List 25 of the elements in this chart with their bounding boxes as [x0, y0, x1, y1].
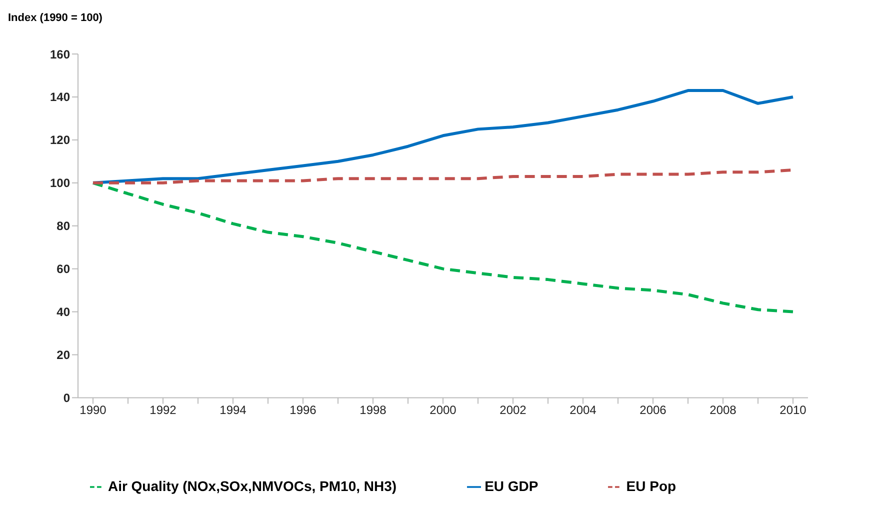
x-tick-label: 1990: [80, 403, 107, 418]
x-tick-label: 2010: [780, 403, 807, 418]
x-tick-label: 1998: [360, 403, 387, 418]
y-tick-label: 60: [56, 262, 70, 276]
y-tick-label: 120: [50, 133, 70, 148]
legend-label: EU Pop: [626, 478, 676, 494]
x-tick-label: 2000: [430, 403, 457, 418]
x-tick-label: 1996: [290, 403, 317, 418]
x-tick-label: 2002: [500, 403, 527, 418]
y-tick-label: 140: [50, 90, 70, 104]
y-tick-label: 40: [56, 305, 70, 320]
x-tick-label: 2008: [710, 403, 737, 418]
y-tick-label: 100: [50, 176, 70, 190]
x-tick-label: 2004: [570, 403, 597, 418]
line-series: [92, 181, 794, 314]
legend-label: EU GDP: [484, 478, 538, 494]
y-tick-label: 80: [56, 219, 70, 234]
x-tick-label: 2006: [640, 403, 667, 418]
y-tick-label: 20: [56, 348, 70, 362]
x-tick-label: 1992: [150, 403, 177, 418]
y-tick-label: 0: [63, 390, 70, 405]
x-tick-label: 1994: [220, 403, 247, 418]
y-axis-title: Index (1990 = 100): [8, 11, 104, 26]
legend-label: Air Quality (NOx,SOx,NMVOCs, PM10, NH3): [108, 478, 397, 494]
y-tick-label: 160: [50, 47, 70, 62]
